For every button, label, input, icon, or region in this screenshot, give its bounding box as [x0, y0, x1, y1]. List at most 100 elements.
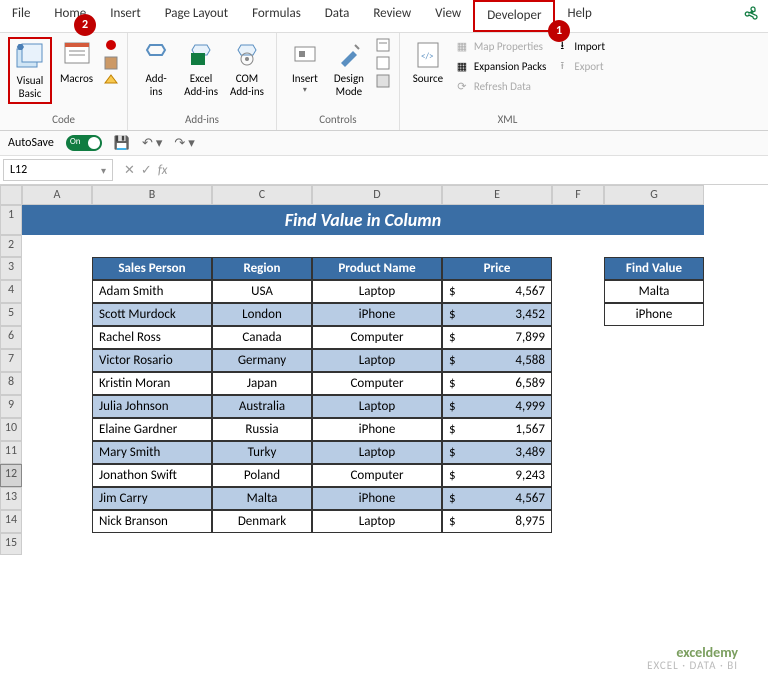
refresh-data-button[interactable]: ⟳Refresh Data: [452, 77, 548, 95]
cell[interactable]: [22, 487, 92, 510]
cell[interactable]: [552, 510, 604, 533]
undo-icon[interactable]: ↶ ▾: [142, 136, 162, 151]
menu-tab-page-layout[interactable]: Page Layout: [153, 0, 240, 32]
col-header-F[interactable]: F: [552, 185, 604, 205]
cell[interactable]: [22, 257, 92, 280]
cell[interactable]: [604, 349, 704, 372]
cell[interactable]: [552, 533, 604, 555]
cell[interactable]: [22, 464, 92, 487]
table-cell-product[interactable]: Computer: [312, 372, 442, 395]
table-cell-price[interactable]: $7,899: [442, 326, 552, 349]
col-header-B[interactable]: B: [92, 185, 212, 205]
table-cell-person[interactable]: Mary Smith: [92, 441, 212, 464]
export-button[interactable]: ⭱Export: [552, 57, 607, 75]
cancel-icon[interactable]: ✕: [124, 163, 135, 178]
cell[interactable]: [552, 326, 604, 349]
table-cell-person[interactable]: Victor Rosario: [92, 349, 212, 372]
autosave-toggle[interactable]: On: [66, 135, 102, 151]
fx-icon[interactable]: fx: [158, 163, 168, 178]
table-cell-region[interactable]: Germany: [212, 349, 312, 372]
table-cell-product[interactable]: Computer: [312, 326, 442, 349]
table-cell-product[interactable]: iPhone: [312, 418, 442, 441]
row-header-4[interactable]: 4: [0, 280, 22, 303]
table-cell-price[interactable]: $4,567: [442, 487, 552, 510]
cell[interactable]: [604, 326, 704, 349]
row-header-11[interactable]: 11: [0, 441, 22, 464]
menu-tab-insert[interactable]: Insert: [98, 0, 153, 32]
table-cell-product[interactable]: Laptop: [312, 349, 442, 372]
row-header-2[interactable]: 2: [0, 235, 22, 257]
row-header-9[interactable]: 9: [0, 395, 22, 418]
row-header-3[interactable]: 3: [0, 257, 22, 280]
table-cell-region[interactable]: London: [212, 303, 312, 326]
table-cell-person[interactable]: Jonathon Swift: [92, 464, 212, 487]
select-all-corner[interactable]: [0, 185, 22, 205]
expansion-packs-button[interactable]: ▦Expansion Packs: [452, 57, 548, 75]
row-header-10[interactable]: 10: [0, 418, 22, 441]
cell[interactable]: [212, 235, 312, 257]
cell[interactable]: [552, 280, 604, 303]
table-cell-price[interactable]: $9,243: [442, 464, 552, 487]
source-button[interactable]: </> Source: [408, 37, 448, 88]
map-properties-button[interactable]: ▦Map Properties: [452, 37, 548, 55]
cell[interactable]: [22, 510, 92, 533]
cell[interactable]: [552, 441, 604, 464]
table-cell-region[interactable]: Denmark: [212, 510, 312, 533]
cell[interactable]: [552, 418, 604, 441]
cell[interactable]: [22, 533, 92, 555]
find-value-cell[interactable]: iPhone: [604, 303, 704, 326]
table-cell-region[interactable]: Russia: [212, 418, 312, 441]
cell[interactable]: [22, 326, 92, 349]
row-header-8[interactable]: 8: [0, 372, 22, 395]
properties-icon[interactable]: [375, 37, 391, 53]
table-cell-person[interactable]: Kristin Moran: [92, 372, 212, 395]
table-cell-region[interactable]: Canada: [212, 326, 312, 349]
table-cell-price[interactable]: $6,589: [442, 372, 552, 395]
macro-security-icon[interactable]: [103, 73, 119, 89]
cell[interactable]: [604, 441, 704, 464]
save-icon[interactable]: 💾: [114, 136, 130, 151]
name-box[interactable]: L12▾: [3, 159, 113, 181]
cell[interactable]: [552, 349, 604, 372]
run-dialog-icon[interactable]: [375, 73, 391, 89]
table-cell-product[interactable]: Computer: [312, 464, 442, 487]
table-cell-product[interactable]: Laptop: [312, 280, 442, 303]
table-cell-price[interactable]: $1,567: [442, 418, 552, 441]
com-addins-button[interactable]: COMAdd-ins: [226, 37, 268, 100]
cell[interactable]: [22, 395, 92, 418]
table-cell-region[interactable]: Malta: [212, 487, 312, 510]
cell[interactable]: [312, 235, 442, 257]
formula-input[interactable]: [175, 167, 768, 173]
menu-tab-developer[interactable]: Developer: [473, 0, 555, 32]
row-header-13[interactable]: 13: [0, 487, 22, 510]
excel-addins-button[interactable]: ExcelAdd-ins: [180, 37, 222, 100]
cell[interactable]: [22, 441, 92, 464]
cell[interactable]: [552, 257, 604, 280]
col-header-A[interactable]: A: [22, 185, 92, 205]
row-header-6[interactable]: 6: [0, 326, 22, 349]
cell[interactable]: [604, 464, 704, 487]
row-header-14[interactable]: 14: [0, 510, 22, 533]
menu-tab-data[interactable]: Data: [313, 0, 362, 32]
table-cell-person[interactable]: Scott Murdock: [92, 303, 212, 326]
cell[interactable]: [312, 533, 442, 555]
table-cell-region[interactable]: Turky: [212, 441, 312, 464]
row-header-5[interactable]: 5: [0, 303, 22, 326]
table-cell-person[interactable]: Elaine Gardner: [92, 418, 212, 441]
record-macro-icon[interactable]: [103, 37, 119, 53]
table-cell-region[interactable]: Japan: [212, 372, 312, 395]
menu-tab-view[interactable]: View: [423, 0, 473, 32]
visual-basic-button[interactable]: VisualBasic: [8, 37, 52, 104]
cell[interactable]: [604, 533, 704, 555]
col-header-D[interactable]: D: [312, 185, 442, 205]
addins-button[interactable]: Add-ins: [136, 37, 176, 100]
cell[interactable]: [22, 235, 92, 257]
cell[interactable]: [22, 349, 92, 372]
cell[interactable]: [552, 303, 604, 326]
cell[interactable]: [442, 235, 552, 257]
relative-refs-icon[interactable]: [103, 55, 119, 71]
table-cell-person[interactable]: Rachel Ross: [92, 326, 212, 349]
redo-icon[interactable]: ↷ ▾: [174, 136, 194, 151]
cell[interactable]: [604, 418, 704, 441]
macros-button[interactable]: Macros: [56, 37, 97, 88]
